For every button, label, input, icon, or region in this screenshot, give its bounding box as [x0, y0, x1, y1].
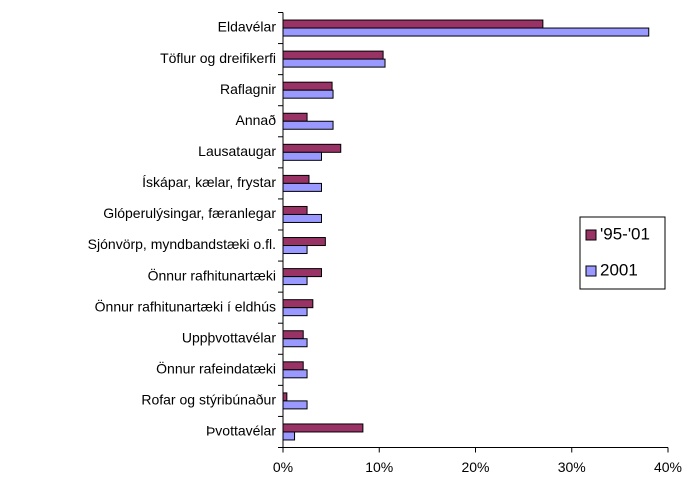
legend-swatch — [585, 265, 597, 277]
y-tick-label: Önnur rafhitunartæki í eldhús — [95, 297, 276, 314]
bar — [282, 50, 384, 60]
bar — [282, 400, 308, 410]
bar — [282, 392, 288, 402]
y-tick-label: Uppþvottavélar — [182, 329, 277, 345]
bar — [282, 431, 296, 441]
y-tick-label: Glóperulýsingar, færanlegar — [103, 205, 276, 221]
bar — [282, 307, 308, 317]
bar — [282, 205, 308, 215]
bar — [282, 338, 308, 348]
y-tick-label: Annað — [236, 112, 277, 128]
y-tick-label: Raflagnir — [220, 81, 276, 97]
x-tick-label: 0% — [273, 459, 293, 475]
bar — [282, 112, 308, 122]
bar — [282, 89, 334, 99]
x-tick-label: 40% — [654, 459, 682, 475]
bar — [282, 182, 322, 192]
x-tick-label: 30% — [558, 459, 586, 475]
legend-box — [579, 216, 666, 290]
y-tick-label: Önnur rafhitunartæki — [148, 266, 276, 283]
x-tick-label: 20% — [461, 459, 489, 475]
legend-label: '95-'01 — [600, 224, 650, 243]
bar — [282, 58, 386, 68]
bar — [282, 361, 304, 371]
bar — [282, 27, 650, 37]
bar — [282, 174, 310, 184]
y-tick-label: Lausataugar — [198, 143, 276, 159]
bar — [282, 423, 364, 433]
legend-label: 2001 — [600, 260, 638, 279]
bar — [282, 151, 322, 161]
bar — [282, 330, 304, 340]
y-tick-label: Önnur rafeindatæki — [156, 360, 276, 377]
bar — [282, 120, 334, 130]
y-tick-label: Þvottavélar — [206, 423, 276, 439]
bar — [282, 213, 322, 223]
y-tick-label: Rofar og stýribúnaður — [141, 392, 276, 408]
y-tick-label: Ískápar, kælar, frystar — [142, 174, 276, 190]
bar — [282, 276, 308, 286]
x-tick-label: 10% — [365, 459, 393, 475]
y-tick-label: Sjónvörp, myndbandstæki o.fl. — [88, 236, 276, 252]
bar — [282, 369, 308, 379]
bar — [282, 268, 322, 278]
bar — [282, 237, 326, 247]
bar — [282, 299, 314, 309]
bar — [282, 245, 308, 255]
bar — [282, 19, 544, 29]
y-tick-label: Eldavélar — [218, 19, 277, 35]
legend-swatch — [585, 229, 597, 241]
bar — [282, 143, 342, 153]
y-tick-label: Töflur og dreifikerfi — [160, 50, 276, 66]
bar — [282, 81, 333, 91]
